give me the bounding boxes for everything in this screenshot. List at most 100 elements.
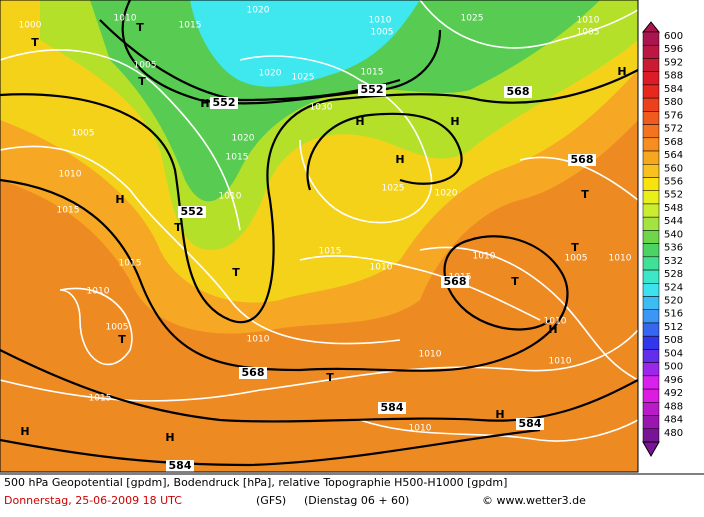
isobar-label: 1005 xyxy=(565,254,588,264)
contour-label: 552 xyxy=(181,205,204,218)
isobar-label: 1005 xyxy=(371,28,394,38)
contour-label-box xyxy=(178,206,206,218)
legend-swatch xyxy=(642,216,660,231)
isobar-label: 1010 xyxy=(247,335,270,345)
legend-label: 508 xyxy=(664,335,683,346)
legend-label: 552 xyxy=(664,190,683,201)
legend-swatch xyxy=(642,256,660,271)
legend-swatch xyxy=(642,309,660,324)
legend-swatch xyxy=(642,164,660,178)
legend-label: 600 xyxy=(664,31,683,42)
legend-swatch xyxy=(642,296,660,310)
contour-label-box xyxy=(568,154,596,166)
contour-label: 552 xyxy=(213,96,236,109)
pressure-center-label: T xyxy=(118,333,126,346)
isobar-label: 1020 xyxy=(232,134,255,144)
footer-date: Donnerstag, 25-06-2009 18 UTC xyxy=(4,494,182,507)
legend-label: 548 xyxy=(664,203,683,214)
legend-label: 524 xyxy=(664,282,683,293)
isobar-label: 1000 xyxy=(19,21,42,31)
legend-label: 544 xyxy=(664,216,683,227)
legend-label: 492 xyxy=(664,388,683,399)
legend-swatch xyxy=(642,230,660,244)
contour-label-box xyxy=(358,84,386,96)
contour-label: 568 xyxy=(242,366,265,379)
legend-swatch xyxy=(642,124,660,139)
legend-label: 500 xyxy=(664,362,683,373)
legend-label: 584 xyxy=(664,84,683,95)
isobar-label: 1025 xyxy=(461,14,484,24)
contour-label: 568 xyxy=(507,85,530,98)
zone-cyan xyxy=(190,0,420,87)
pressure-center-label: H xyxy=(115,193,124,206)
color-legend: 600 596 592 588 584 580 576 572 568 564 560 556 552 5… xyxy=(641,21,683,458)
isobar-label: 1030 xyxy=(310,103,333,113)
legend-label: 516 xyxy=(664,309,683,320)
map-frame xyxy=(0,0,639,473)
isobar-label: 1010 xyxy=(577,16,600,26)
contour-label: 584 xyxy=(519,417,542,430)
legend-label: 488 xyxy=(664,401,683,412)
legend-swatch xyxy=(642,269,660,284)
footer-description: 500 hPa Geopotential [gpdm], Bodendruck … xyxy=(4,476,507,489)
legend-swatch xyxy=(642,322,660,337)
map: 1000 T 1010 T 1015 1020 1010 1005 1025 1010 1005 H 1… xyxy=(0,0,638,472)
legend-label: 520 xyxy=(664,296,683,307)
isobar-label: 1025 xyxy=(382,184,405,194)
isobar-label: 1015 xyxy=(361,68,384,78)
legend-swatch xyxy=(642,31,660,46)
isobar-label: 1020 xyxy=(435,189,458,199)
legend-swatch xyxy=(642,190,660,205)
legend-swatch xyxy=(642,375,660,390)
legend-label: 504 xyxy=(664,348,683,359)
legend-label: 556 xyxy=(664,176,683,187)
pressure-center-label: H xyxy=(200,97,209,110)
legend-arrow-bottom xyxy=(642,441,660,458)
legend-swatch xyxy=(642,283,660,297)
legend-label: 576 xyxy=(664,110,683,121)
pressure-center-label: T xyxy=(31,36,39,49)
isobar-label: 1005 xyxy=(106,323,129,333)
footer-run: (Dienstag 06 + 60) xyxy=(304,494,409,507)
map-labels: 1000 T 1010 T 1015 1020 1010 1005 1025 1010 1005 H 1… xyxy=(19,6,632,472)
isobar-label: 1010 xyxy=(219,192,242,202)
isobar-label: 1015 xyxy=(179,21,202,31)
contour-label-box xyxy=(516,418,544,430)
footer-credit: © www.wetter3.de xyxy=(482,494,586,507)
legend-label: 540 xyxy=(664,229,683,240)
legend-label: 580 xyxy=(664,97,683,108)
contour-label-box xyxy=(504,86,532,98)
legend-label: 596 xyxy=(664,44,683,55)
legend-label: 560 xyxy=(664,163,683,174)
pressure-center-label: H xyxy=(495,408,504,421)
isobar-label: 1005 xyxy=(72,129,95,139)
isobar-label: 1005 xyxy=(577,28,600,38)
contour-label-box xyxy=(239,367,267,379)
contour-label-box xyxy=(210,97,238,109)
isobars xyxy=(0,0,638,442)
footer-model: (GFS) xyxy=(256,494,286,507)
isobar-label: 1010 xyxy=(544,317,567,327)
pressure-center-label: H xyxy=(617,65,626,78)
legend-label: 588 xyxy=(664,71,683,82)
contour-label: 584 xyxy=(169,459,192,472)
contour-label-box xyxy=(441,276,469,288)
legend-label: 532 xyxy=(664,256,683,267)
legend-swatch xyxy=(642,84,660,99)
legend-label: 484 xyxy=(664,415,683,426)
legend-swatch xyxy=(642,177,660,191)
legend-swatch xyxy=(642,362,660,377)
pressure-center-label: T xyxy=(136,21,144,34)
isobar-label: 1015 xyxy=(119,259,142,269)
legend-label: 528 xyxy=(664,269,683,280)
isobar-label: 1020 xyxy=(259,69,282,79)
legend-label: 536 xyxy=(664,243,683,254)
isobar-label: 1015 xyxy=(89,394,112,404)
legend-label: 480 xyxy=(664,428,683,439)
legend-swatch xyxy=(642,349,660,363)
legend-swatch xyxy=(642,402,660,416)
isobar-label: 1015 xyxy=(57,206,80,216)
contour-label: 552 xyxy=(361,83,384,96)
isobar-label: 1010 xyxy=(87,287,110,297)
